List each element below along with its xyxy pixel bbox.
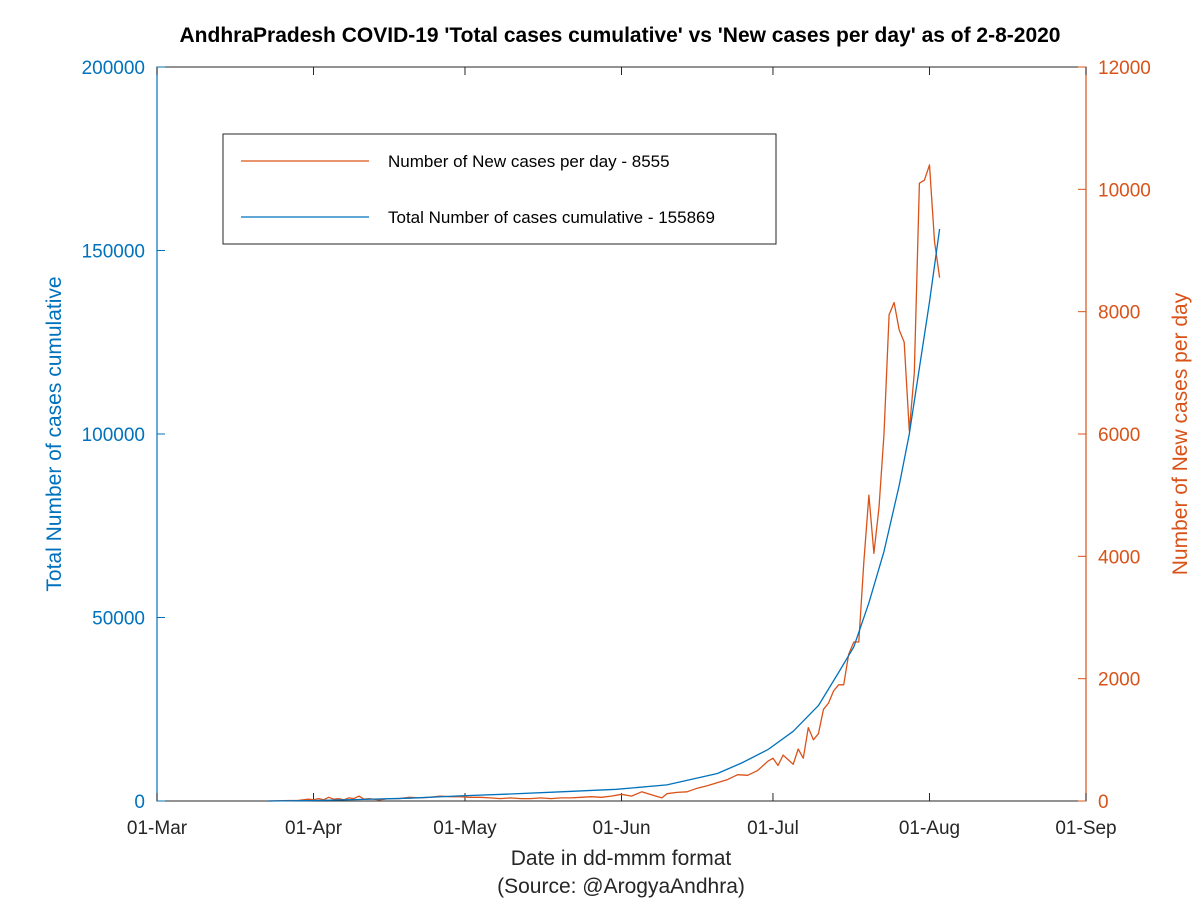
y-left-tick-label: 50000 — [92, 609, 145, 630]
y-right-tick-label: 2000 — [1098, 670, 1140, 691]
y-left-tick-label: 100000 — [82, 425, 145, 446]
y-left-tick-label: 0 — [134, 792, 145, 813]
chart-title: AndhraPradesh COVID-19 'Total cases cumu… — [180, 24, 1061, 47]
y-axis-right: 0 2000 4000 6000 8000 10000 12000 — [1078, 58, 1151, 813]
x-axis: 01-Mar 01-Apr 01-May 01-Jun 01-Jul 01-Aug 01-S… — [127, 67, 1117, 839]
legend-label-cumulative: Total Number of cases cumulative - 15586… — [388, 208, 715, 227]
series-layer — [268, 164, 941, 802]
x-tick-label: 01-Mar — [127, 818, 188, 839]
y-right-tick-label: 0 — [1098, 792, 1109, 813]
y-right-tick-label: 6000 — [1098, 425, 1140, 446]
x-tick-label: 01-Sep — [1055, 818, 1116, 839]
x-axis-label: Date in dd-mmm format — [511, 847, 732, 870]
y-right-tick-label: 10000 — [1098, 180, 1151, 201]
y-right-tick-label: 4000 — [1098, 547, 1140, 568]
legend-label-new-cases: Number of New cases per day - 8555 — [388, 152, 670, 171]
y-left-tick-label: 150000 — [82, 242, 145, 263]
x-axis-source-label: (Source: @ArogyaAndhra) — [497, 875, 745, 898]
y-left-tick-label: 200000 — [82, 58, 145, 79]
x-tick-label: 01-May — [433, 818, 497, 839]
y-axis-left-label: Total Number of cases cumulative — [43, 276, 66, 591]
x-tick-label: 01-Aug — [899, 818, 960, 839]
y-right-tick-label: 8000 — [1098, 303, 1140, 324]
x-tick-label: 01-Jul — [747, 818, 799, 839]
y-right-tick-label: 12000 — [1098, 58, 1151, 79]
y-axis-right-label: Number of New cases per day — [1169, 292, 1192, 575]
legend-box — [222, 133, 777, 245]
series-line-cumulative — [268, 228, 941, 802]
x-tick-label: 01-Apr — [285, 818, 343, 839]
x-tick-label: 01-Jun — [592, 818, 650, 839]
legend: Number of New cases per day - 8555 Total… — [222, 133, 777, 245]
y-axis-left: 0 50000 100000 150000 200000 — [82, 58, 165, 813]
